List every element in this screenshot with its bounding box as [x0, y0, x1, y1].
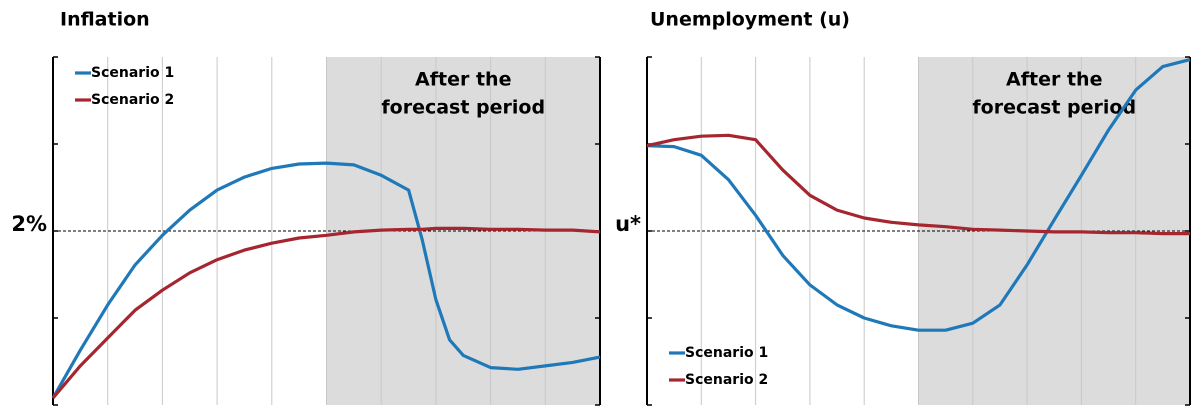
y-tick-label: 2% — [11, 212, 47, 236]
legend-label: Scenario 2 — [685, 372, 768, 388]
y-tick-label: u* — [615, 212, 641, 236]
series-line — [646, 133, 1190, 236]
chart-title: Inflation — [60, 9, 150, 31]
annotation: After the — [415, 69, 511, 91]
legend-label: Scenario 2 — [91, 92, 174, 108]
chart-title: Unemployment (u) — [650, 9, 850, 31]
legend-label: Scenario 1 — [685, 345, 768, 361]
series-line — [51, 226, 601, 400]
series-line — [646, 58, 1191, 332]
legend-label: Scenario 1 — [91, 65, 174, 81]
annotation: forecast period — [381, 97, 545, 119]
annotation: After the — [1006, 69, 1102, 91]
series-line — [51, 161, 601, 399]
annotation: forecast period — [972, 97, 1136, 119]
